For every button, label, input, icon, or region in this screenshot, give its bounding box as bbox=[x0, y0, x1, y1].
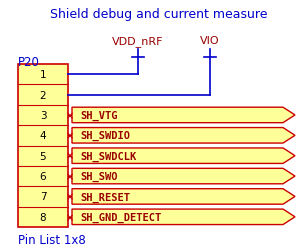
Text: SH_SWDIO: SH_SWDIO bbox=[80, 131, 130, 141]
Text: 3: 3 bbox=[40, 110, 46, 120]
Text: Pin List 1x8: Pin List 1x8 bbox=[18, 233, 86, 246]
Polygon shape bbox=[72, 148, 295, 164]
Polygon shape bbox=[72, 108, 295, 123]
Text: ×: × bbox=[66, 110, 74, 120]
Text: 5: 5 bbox=[40, 151, 46, 161]
Text: 1: 1 bbox=[40, 70, 46, 80]
Text: SH_SWDCLK: SH_SWDCLK bbox=[80, 151, 136, 161]
Text: 8: 8 bbox=[40, 212, 46, 222]
Bar bbox=[18, 65, 68, 227]
Text: 7: 7 bbox=[40, 192, 46, 202]
Text: 6: 6 bbox=[40, 171, 46, 181]
Text: SH_VTG: SH_VTG bbox=[80, 110, 118, 120]
Text: P20: P20 bbox=[18, 56, 40, 69]
Polygon shape bbox=[72, 189, 295, 204]
Text: VDD_nRF: VDD_nRF bbox=[112, 36, 164, 47]
Text: SH_RESET: SH_RESET bbox=[80, 192, 130, 202]
Polygon shape bbox=[72, 128, 295, 143]
Text: 2: 2 bbox=[40, 90, 46, 100]
Text: ×: × bbox=[66, 151, 74, 161]
Polygon shape bbox=[72, 169, 295, 184]
Text: ×: × bbox=[66, 131, 74, 141]
Text: Shield debug and current measure: Shield debug and current measure bbox=[50, 8, 268, 21]
Text: ×: × bbox=[66, 212, 74, 222]
Text: ×: × bbox=[66, 171, 74, 181]
Text: SH_GND_DETECT: SH_GND_DETECT bbox=[80, 212, 161, 222]
Text: 4: 4 bbox=[40, 131, 46, 141]
Text: VIO: VIO bbox=[200, 36, 220, 46]
Text: SH_SWO: SH_SWO bbox=[80, 171, 118, 181]
Polygon shape bbox=[72, 209, 295, 225]
Text: ×: × bbox=[66, 192, 74, 202]
